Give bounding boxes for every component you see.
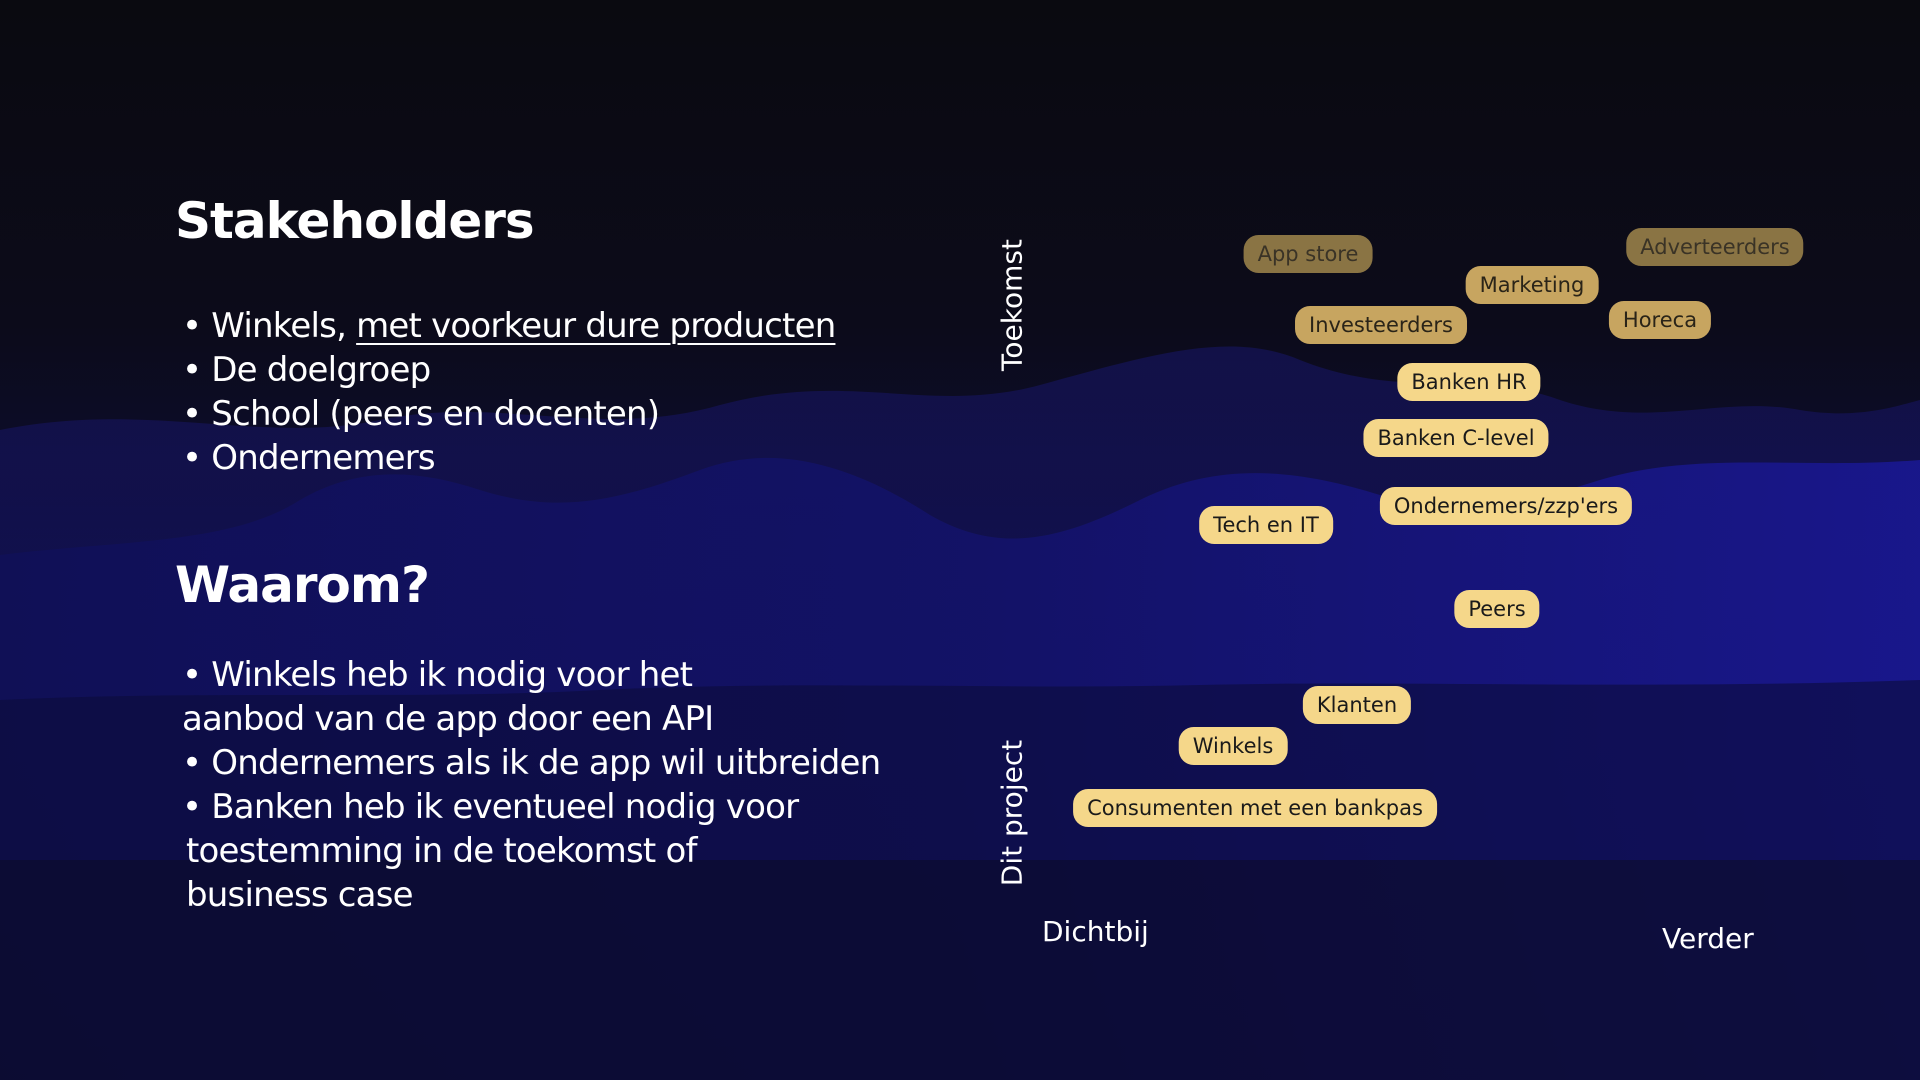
tag-banken-hr: Banken HR [1397,363,1541,401]
tag-banken-c-level: Banken C-level [1363,419,1549,457]
tag-consumenten-met-een-bankpas: Consumenten met een bankpas [1073,789,1437,827]
bottom-fade [0,860,1920,1080]
list-item-text: • Winkels, [182,306,357,346]
tag-app-store: App store [1243,235,1373,273]
tag-marketing: Marketing [1465,266,1599,304]
list-item: • School (peers en docenten) [182,394,660,434]
list-item-line: • Banken heb ik eventueel nodig voor [182,787,799,827]
list-item: • Banken heb ik eventueel nodig voor toe… [182,785,880,917]
axis-label-project: Dit project [995,739,1029,887]
waarom-list: • Winkels heb ik nodig voor het aanbod v… [182,653,881,917]
list-item-line: business case [186,875,414,915]
axis-label-future: Toekomst [995,239,1029,371]
tag-tech-en-it: Tech en IT [1199,506,1333,544]
tag-ondernemers-zzpers: Ondernemers/zzp'ers [1379,487,1633,525]
stakeholders-title: Stakeholders [175,192,535,250]
axis-label-far: Verder [1662,922,1754,955]
list-item: • Winkels, met voorkeur dure producten [182,304,836,348]
tag-investeerders: Investeerders [1295,306,1467,344]
list-item-line: • Ondernemers als ik de app wil uitbreid… [182,743,881,783]
tag-klanten: Klanten [1302,686,1412,724]
list-item: • De doelgroep [182,350,431,390]
list-item: • Winkels heb ik nodig voor het aanbod v… [182,653,880,741]
list-item: • Ondernemers als ik de app wil uitbreid… [182,741,881,785]
front-ridge [0,680,1920,1080]
waarom-title: Waarom? [175,556,430,614]
stakeholders-list: • Winkels, met voorkeur dure producten •… [182,304,836,480]
axis-label-near: Dichtbij [1042,915,1149,948]
tag-winkels: Winkels [1178,727,1288,765]
tag-adverteerders: Adverteerders [1626,228,1804,266]
list-item-emphasis: met voorkeur dure producten [356,306,836,346]
list-item: • Ondernemers [182,438,436,478]
list-item-line: toestemming in de toekomst of [186,831,697,871]
tag-peers: Peers [1454,590,1540,628]
list-item-line: aanbod van de app door een API [182,699,714,739]
tag-horeca: Horeca [1608,301,1712,339]
list-item-line: • Winkels heb ik nodig voor het [182,655,693,695]
